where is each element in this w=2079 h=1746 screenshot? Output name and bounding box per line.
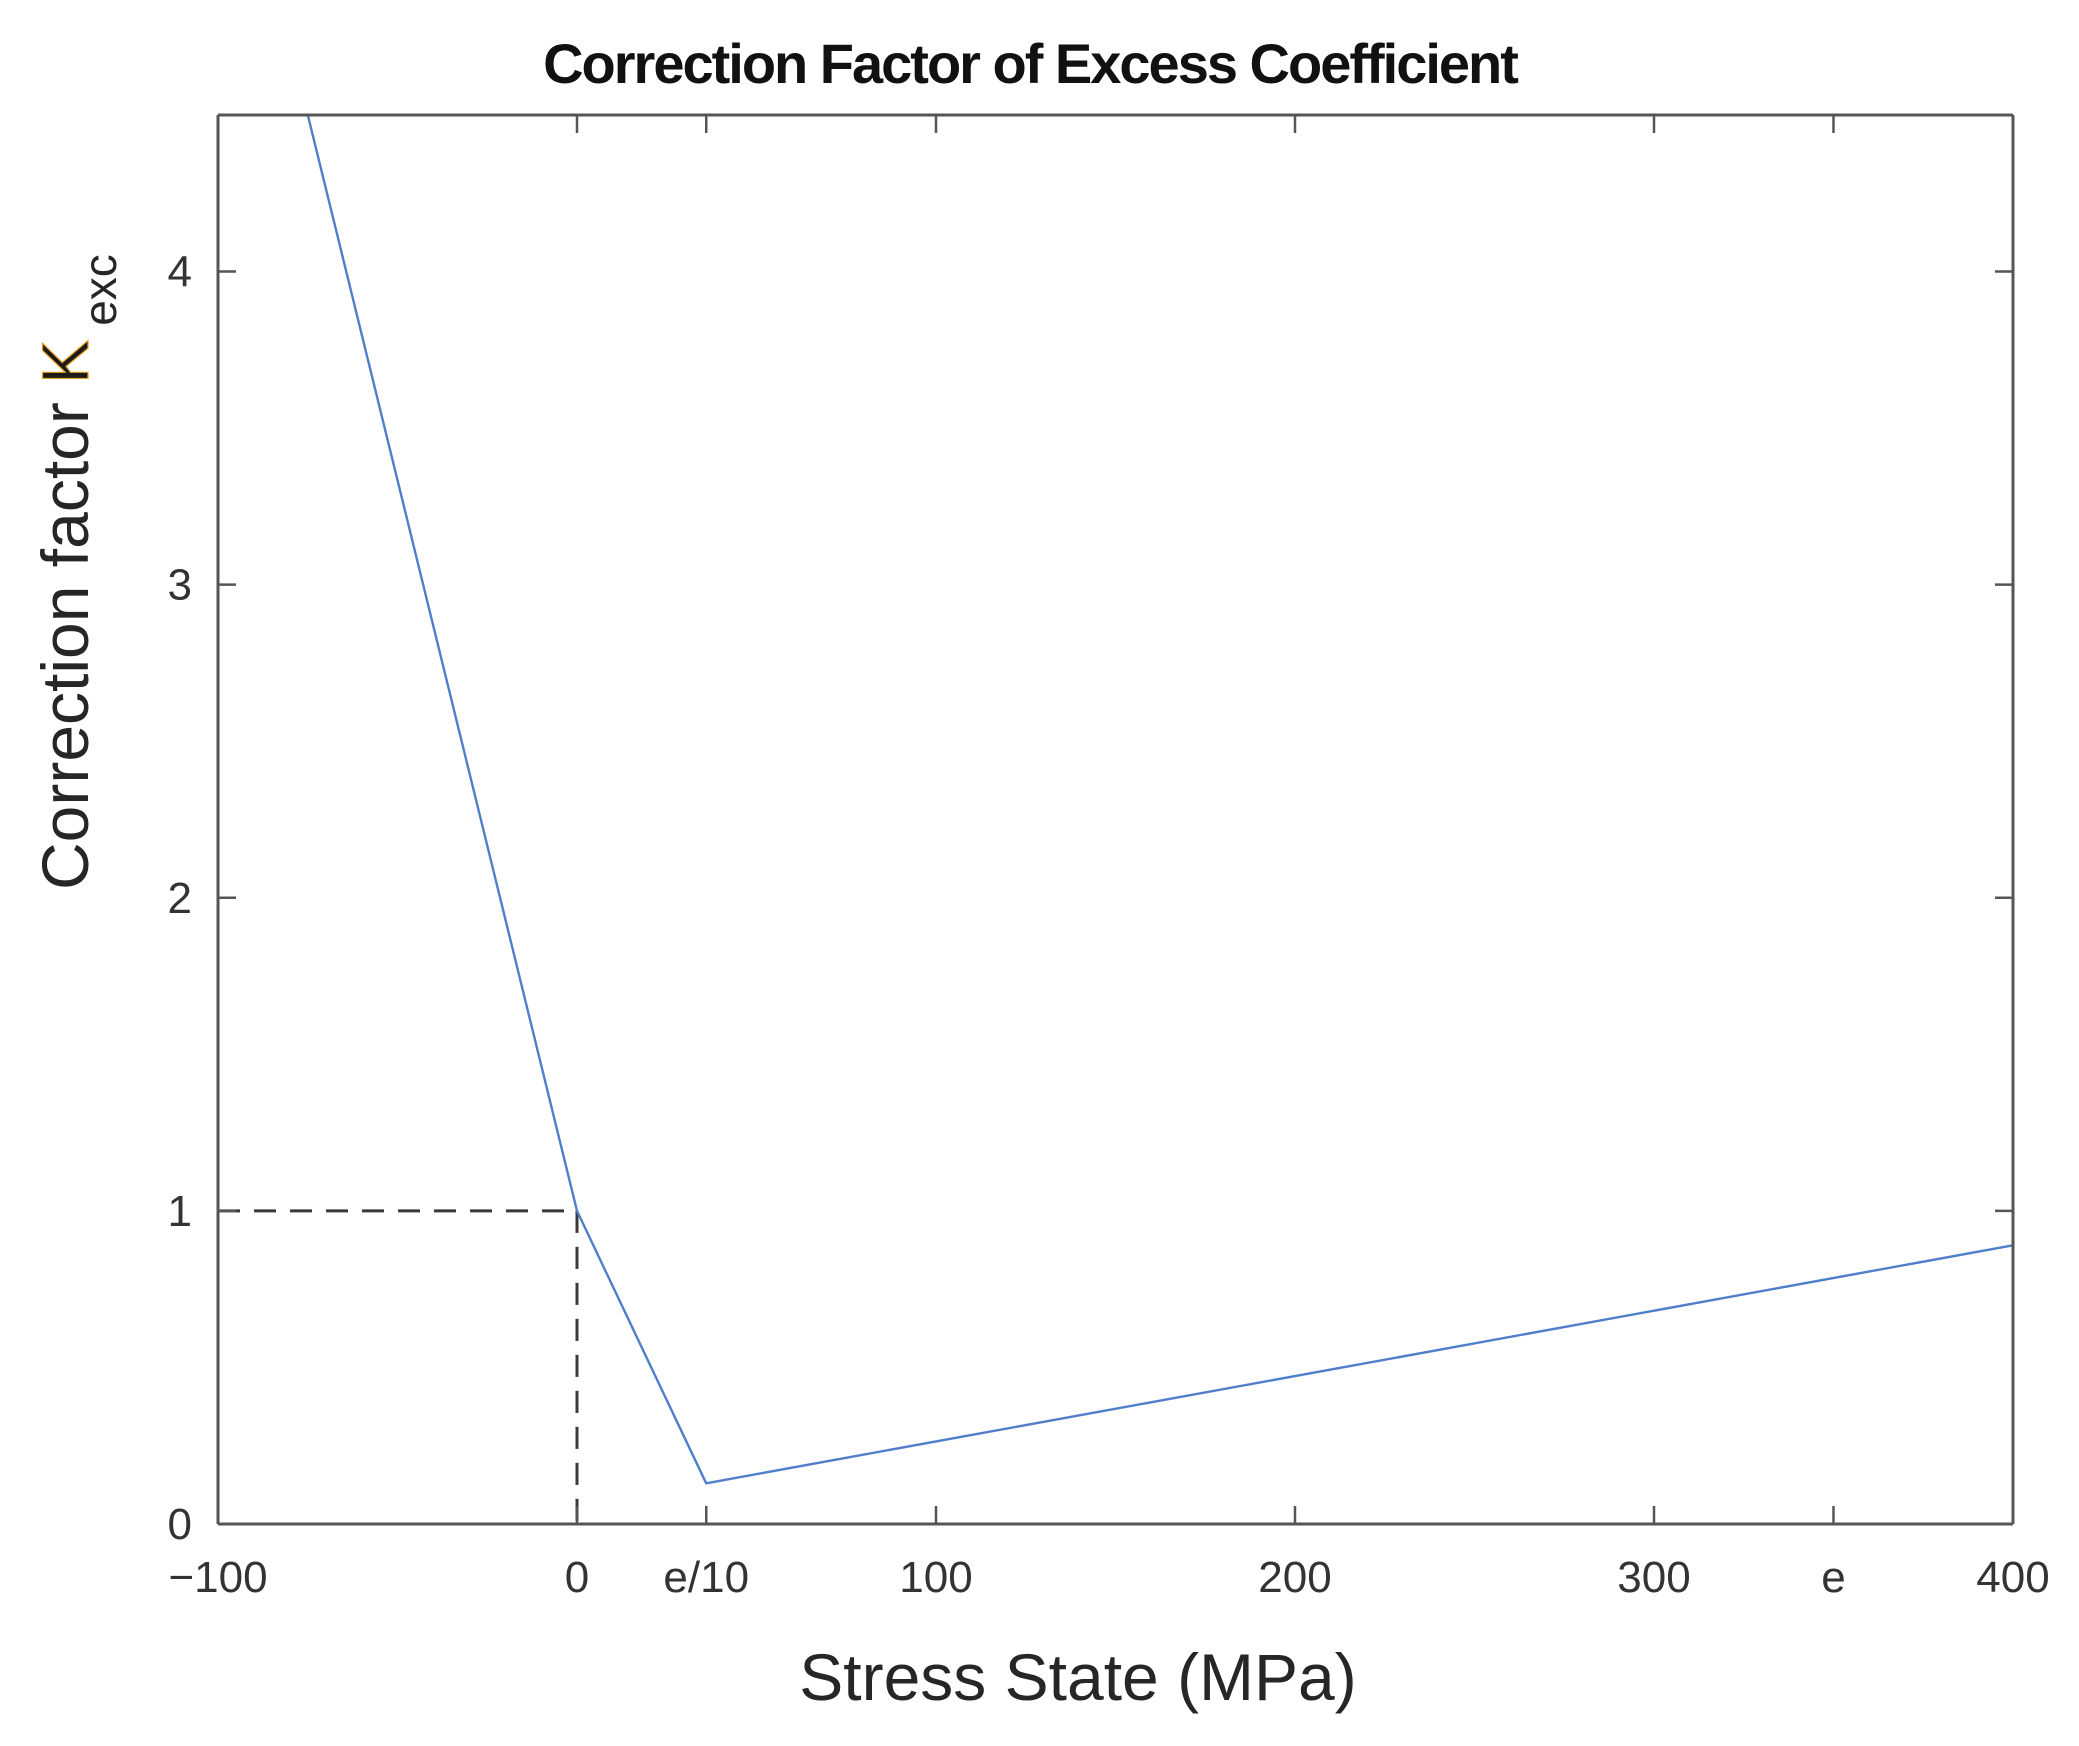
x-tick-label: −100: [168, 1553, 267, 1602]
x-tick-label: e: [1821, 1553, 1845, 1602]
x-tick-label: 200: [1258, 1553, 1331, 1602]
series-line-1: [306, 114, 2014, 1485]
x-axis-label: Stress State (MPa): [799, 1640, 1357, 1714]
y-axis-label-symbol: K: [28, 340, 102, 384]
x-tick-label: 400: [1976, 1553, 2049, 1602]
x-tick-label: 0: [565, 1553, 589, 1602]
plot-area: [218, 115, 2013, 1524]
chart-title: Correction Factor of Excess Coefficient: [543, 32, 1518, 95]
y-tick-label: 2: [168, 874, 192, 923]
x-tick-label: 100: [899, 1553, 972, 1602]
series-layer: [306, 114, 2014, 1485]
y-tick-label: 0: [168, 1500, 192, 1549]
x-tick-label: 300: [1617, 1553, 1690, 1602]
y-tick-label: 3: [168, 561, 192, 610]
reference-lines: [218, 1209, 579, 1524]
y-tick-label: 4: [168, 248, 192, 297]
x-tick-label: e/10: [663, 1553, 749, 1602]
y-tick-label: 1: [168, 1187, 192, 1236]
y-axis-label-main: Correction factor: [28, 384, 102, 890]
y-axis-label: Correction factor Kexc: [28, 254, 126, 890]
plot-background: [218, 115, 2013, 1524]
axes: [216, 113, 2015, 1526]
y-axis-label-subscript: exc: [74, 254, 126, 326]
